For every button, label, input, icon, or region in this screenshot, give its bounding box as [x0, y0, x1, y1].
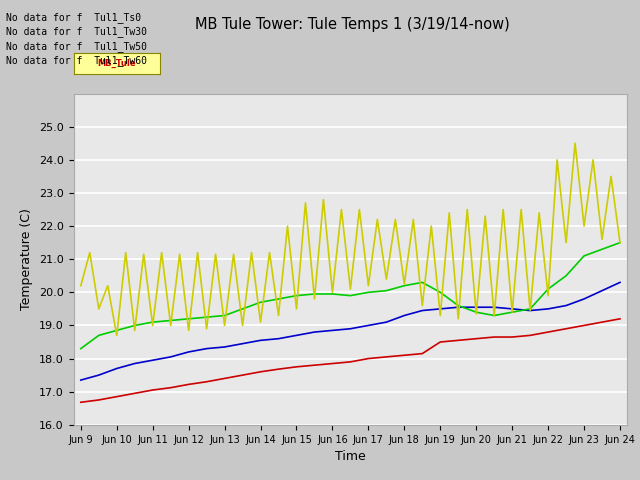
Text: No data for f  Tul1_Tw50: No data for f Tul1_Tw50 [6, 41, 147, 52]
Text: No data for f  Tul1_Tw30: No data for f Tul1_Tw30 [6, 26, 147, 37]
Text: No data for f  Tul1_Ts0: No data for f Tul1_Ts0 [6, 12, 141, 23]
Y-axis label: Temperature (C): Temperature (C) [20, 208, 33, 310]
Text: MB Tule Tower: Tule Temps 1 (3/19/14-now): MB Tule Tower: Tule Temps 1 (3/19/14-now… [195, 17, 509, 32]
Text: MB_Tule: MB_Tule [97, 59, 136, 68]
X-axis label: Time: Time [335, 450, 366, 463]
Text: No data for f  Tul1_Tw60: No data for f Tul1_Tw60 [6, 55, 147, 66]
